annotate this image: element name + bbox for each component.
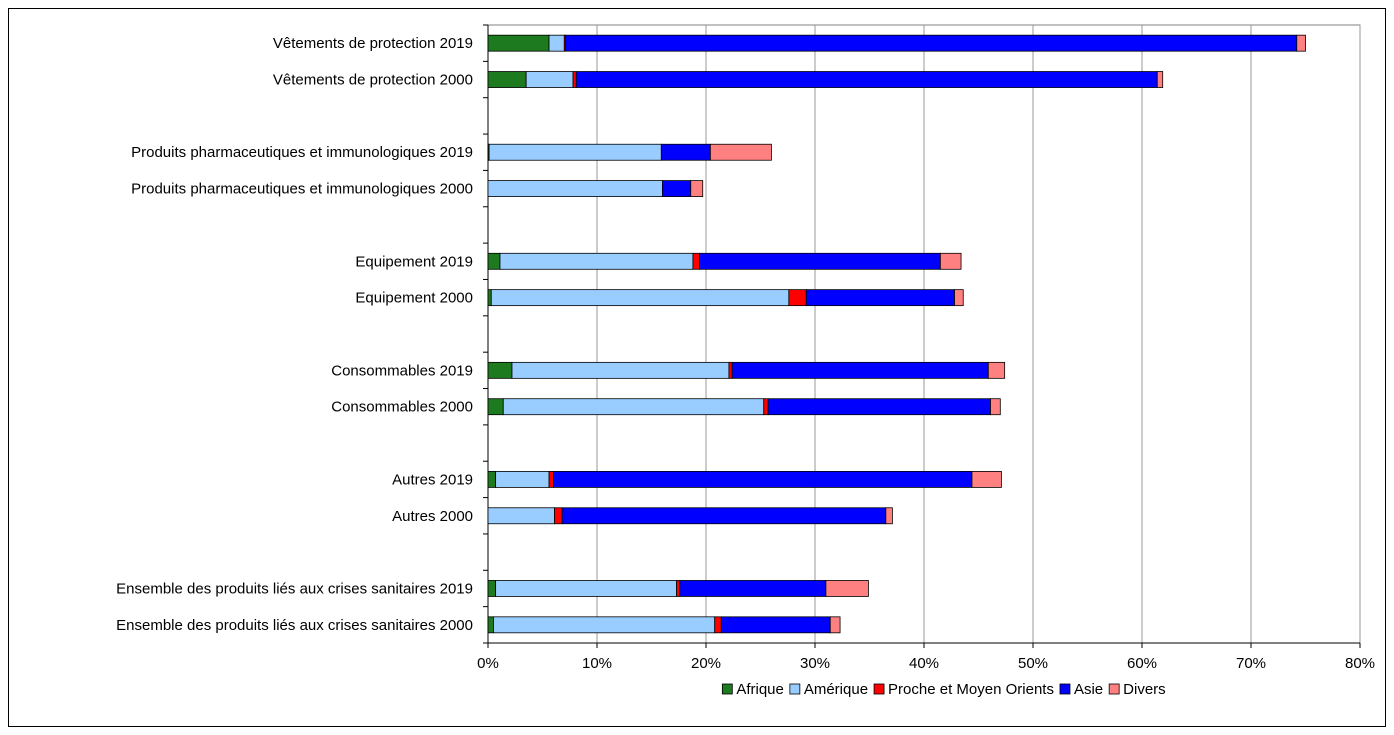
bar-segment (487, 289, 492, 307)
legend-label: Amérique (804, 681, 868, 698)
category-label: Consommables 2019 (331, 362, 473, 379)
bar-segment (554, 507, 563, 525)
bar-segment (714, 616, 722, 634)
bar-segment (825, 580, 869, 597)
legend-swatch (1059, 683, 1071, 695)
bar-segment (502, 398, 765, 416)
bar-segment (499, 252, 694, 270)
bar-segment (971, 471, 1002, 488)
bar-segment (548, 471, 554, 488)
stacked-bar-chart: 0% 10% 20% 30% 40% 50% 60% 70% 80% Vêtements de p… (116, 24, 1375, 698)
category-label: Vêtements de protection 2019 (273, 35, 473, 52)
bar-segment (939, 252, 962, 270)
category-label: Autres 2019 (392, 471, 473, 488)
bar-segment (572, 71, 577, 88)
bar-segment (709, 143, 772, 161)
category-label: Ensemble des produits liés aux crises sa… (116, 580, 473, 597)
legend-swatch (789, 683, 801, 695)
bar-segment (990, 398, 1001, 416)
bar-segment (731, 361, 989, 379)
x-tick-label: 80% (1345, 655, 1375, 672)
x-tick-label: 60% (1127, 655, 1157, 672)
bar-segment (954, 289, 964, 307)
bar-segment (561, 507, 887, 525)
bar-segment (487, 361, 513, 379)
bar-segment (692, 252, 700, 270)
bar-segment (564, 34, 1298, 52)
category-label: Produits pharmaceutiques et immunologiqu… (131, 181, 473, 198)
x-tick-label: 70% (1236, 655, 1266, 672)
x-tick-label: 0% (477, 655, 499, 672)
bar-segment (788, 289, 807, 307)
legend-swatch (1108, 683, 1120, 695)
legend-swatch (873, 683, 885, 695)
chart-frame: 0% 10% 20% 30% 40% 50% 60% 70% 80% Vêtements de p… (8, 8, 1386, 727)
bar-segment (487, 34, 550, 52)
bar-segment (553, 471, 973, 488)
bar-segment (487, 398, 504, 416)
bar-segment (487, 252, 501, 270)
bar-segment (662, 180, 692, 197)
bar-segment (487, 471, 497, 488)
bar-segment (829, 616, 841, 634)
bar-segment (676, 580, 681, 597)
x-tick-label: 20% (691, 655, 721, 672)
x-tick-label: 10% (582, 655, 612, 672)
bar-segment (1156, 71, 1164, 88)
legend-label: Asie (1074, 681, 1103, 698)
x-tick-label: 50% (1018, 655, 1048, 672)
bar-segment (805, 289, 955, 307)
bar-segment (487, 71, 527, 88)
x-tick-label: 30% (800, 655, 830, 672)
bar-segment (885, 507, 893, 525)
bar-segment (495, 580, 677, 597)
bar-segment (548, 34, 565, 52)
category-label: Consommables 2000 (331, 399, 473, 416)
bar-segment (690, 180, 704, 197)
x-tick-label: 40% (909, 655, 939, 672)
legend-swatch (721, 683, 733, 695)
category-label: Ensemble des produits liés aux crises sa… (116, 617, 473, 634)
bar-segment (987, 361, 1006, 379)
bar-segment (495, 471, 550, 488)
bar-segment (487, 580, 497, 597)
bar-segment (511, 361, 730, 379)
legend-label: Proche et Moyen Orients (888, 681, 1054, 698)
category-label: Vêtements de protection 2000 (273, 72, 473, 89)
bar-segment (525, 71, 574, 88)
bar-segment (1296, 34, 1306, 52)
legend-label: Divers (1123, 681, 1166, 698)
bar-segment (679, 580, 827, 597)
category-label: Equipement 2000 (355, 290, 473, 307)
bar-segment (728, 361, 733, 379)
bar-segment (488, 143, 662, 161)
bar-segment (487, 507, 555, 525)
bar-segment (660, 143, 711, 161)
category-label: Equipement 2019 (355, 253, 473, 270)
bar-segment (487, 180, 663, 197)
category-label: Produits pharmaceutiques et immunologiqu… (131, 144, 473, 161)
bar-segment (763, 398, 769, 416)
bar-segment (493, 616, 716, 634)
bar-segment (487, 616, 494, 634)
bar-segment (720, 616, 831, 634)
bar-segment (699, 252, 941, 270)
bar-segment (490, 289, 790, 307)
category-label: Autres 2000 (392, 508, 473, 525)
legend-label: Afrique (736, 681, 784, 698)
bar-segment (767, 398, 991, 416)
bar-segment (575, 71, 1158, 88)
